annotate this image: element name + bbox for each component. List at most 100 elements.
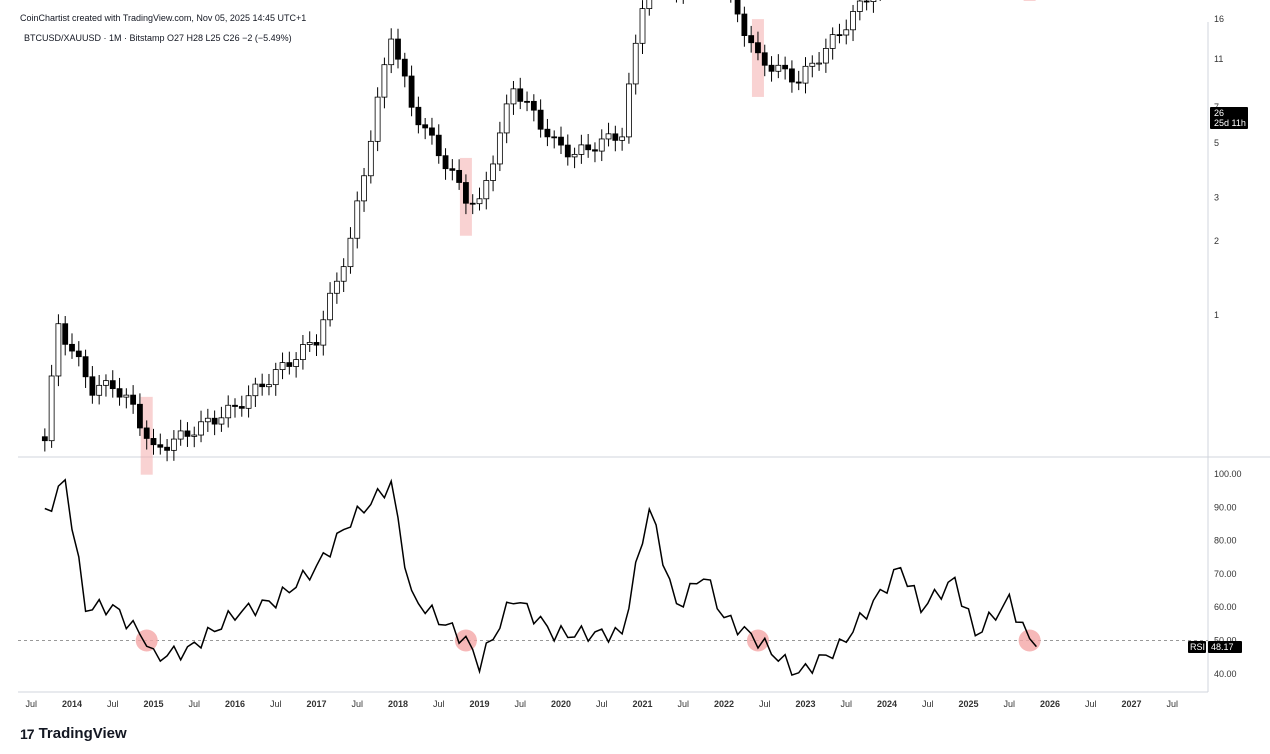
- candle: [605, 122, 612, 147]
- candle: [395, 28, 401, 69]
- candle: [592, 142, 598, 163]
- time-axis-tick: 2027: [1121, 699, 1141, 709]
- candle: [476, 187, 483, 211]
- tradingview-brand: TradingView: [38, 725, 127, 742]
- candle: [551, 130, 558, 149]
- candle: [191, 426, 198, 448]
- rsi-axis-tick: 90.00: [1214, 502, 1237, 512]
- candle: [510, 81, 517, 115]
- time-axis-tick: 2016: [225, 699, 245, 709]
- time-axis-tick: 2020: [551, 699, 571, 709]
- candle: [809, 55, 816, 78]
- price-axis-tick: 3: [1214, 193, 1219, 203]
- candle: [639, 0, 646, 55]
- candle: [354, 191, 361, 249]
- candle: [225, 395, 232, 428]
- candle: [682, 0, 684, 4]
- highlight-box: [1023, 0, 1036, 1]
- rsi-badge-value: 48.17: [1211, 642, 1234, 652]
- time-axis-tick: 2022: [714, 699, 734, 709]
- candle: [422, 117, 429, 140]
- candle: [632, 34, 639, 95]
- candle: [232, 398, 238, 418]
- candle: [843, 19, 850, 45]
- candle: [184, 422, 191, 447]
- time-axis-tick: Jul: [759, 699, 771, 709]
- time-axis-tick: Jul: [840, 699, 852, 709]
- candle: [503, 94, 510, 144]
- time-axis-tick: 2018: [388, 699, 408, 709]
- candle: [863, 0, 870, 11]
- time-axis-tick: Jul: [596, 699, 608, 709]
- time-axis-tick: Jul: [25, 699, 37, 709]
- candle: [775, 54, 782, 79]
- rsi-touch-marker: [1018, 629, 1041, 652]
- candle: [795, 70, 802, 91]
- rsi-touch-marker: [135, 629, 158, 652]
- candle: [62, 316, 69, 356]
- time-axis-tick: 2015: [143, 699, 163, 709]
- candle: [537, 99, 544, 138]
- rsi-axis-tick: 70.00: [1214, 569, 1237, 579]
- candle: [300, 334, 306, 370]
- candle: [463, 174, 469, 215]
- time-axis-tick: 2023: [795, 699, 815, 709]
- candle: [69, 333, 75, 359]
- candle: [48, 364, 55, 448]
- time-axis-tick: Jul: [1085, 699, 1097, 709]
- candle: [490, 155, 496, 192]
- candlestick-series: [41, 0, 881, 462]
- time-axis-tick: 2021: [632, 699, 652, 709]
- candle: [530, 94, 537, 122]
- price-badge-countdown: 25d 11h: [1214, 118, 1246, 128]
- rsi-axis-tick: 60.00: [1214, 602, 1237, 612]
- candle: [259, 373, 266, 396]
- candle: [856, 0, 863, 21]
- symbol-legend[interactable]: BTCUSD/XAUUSD · 1M · Bitstamp O27 H28 L2…: [24, 33, 292, 43]
- candle: [782, 56, 789, 80]
- candle: [96, 375, 103, 405]
- candle: [252, 377, 259, 407]
- time-axis-tick: Jul: [433, 699, 445, 709]
- rsi-axis-tick: 50.00: [1214, 636, 1237, 646]
- candle: [123, 388, 130, 409]
- time-axis-tick: 2025: [958, 699, 978, 709]
- candle: [626, 72, 632, 144]
- candle: [137, 393, 143, 436]
- candle: [340, 258, 347, 293]
- price-axis-tick: 2: [1214, 236, 1219, 246]
- time-axis-tick: 2024: [877, 699, 897, 709]
- candle: [789, 60, 795, 93]
- candle: [761, 44, 768, 77]
- time-axis-tick: 2026: [1040, 699, 1060, 709]
- candle: [429, 117, 435, 145]
- tradingview-logo[interactable]: 17 TradingView: [20, 725, 127, 742]
- candle: [469, 194, 476, 215]
- candle: [130, 385, 137, 414]
- candle: [802, 57, 809, 94]
- candle: [177, 419, 184, 446]
- rsi-axis-tick: 100.00: [1214, 469, 1242, 479]
- time-axis-tick: Jul: [351, 699, 363, 709]
- rsi-line: [44, 478, 1037, 677]
- candle: [238, 395, 245, 417]
- time-axis-tick: Jul: [270, 699, 282, 709]
- candle: [381, 57, 388, 109]
- tradingview-logo-icon: 17: [20, 725, 35, 742]
- rsi-axis-tick: 80.00: [1214, 536, 1237, 546]
- candle: [829, 27, 836, 60]
- candle: [198, 410, 204, 443]
- time-axis-tick: 2017: [306, 699, 326, 709]
- candle: [496, 121, 503, 172]
- candle: [585, 133, 592, 158]
- candle: [293, 352, 300, 378]
- candle: [164, 439, 170, 462]
- price-axis-tick: 11: [1214, 54, 1223, 64]
- candle: [286, 351, 293, 375]
- candle: [89, 366, 96, 404]
- candle: [619, 127, 626, 151]
- candle: [755, 31, 761, 61]
- candle: [361, 167, 367, 212]
- candle: [768, 56, 775, 82]
